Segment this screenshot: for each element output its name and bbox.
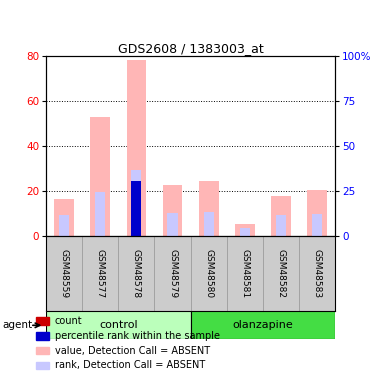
Text: GSM48578: GSM48578 <box>132 249 141 298</box>
Bar <box>154 236 191 311</box>
Text: rank, Detection Call = ABSENT: rank, Detection Call = ABSENT <box>55 360 205 370</box>
Bar <box>95 192 105 236</box>
Bar <box>204 211 214 236</box>
Text: agent: agent <box>2 320 32 330</box>
Bar <box>36 332 49 339</box>
Text: GSM48577: GSM48577 <box>96 249 105 298</box>
Bar <box>131 181 141 236</box>
Bar <box>191 236 227 311</box>
Text: GSM48580: GSM48580 <box>204 249 213 298</box>
Bar <box>276 215 286 236</box>
Bar <box>271 196 291 236</box>
Bar <box>307 190 327 236</box>
Text: percentile rank within the sample: percentile rank within the sample <box>55 331 220 341</box>
Bar <box>36 317 49 325</box>
Bar <box>235 224 254 236</box>
Bar <box>239 228 250 236</box>
Text: count: count <box>55 316 82 326</box>
Text: olanzapine: olanzapine <box>233 320 293 330</box>
Text: control: control <box>99 320 138 330</box>
Text: GSM48579: GSM48579 <box>168 249 177 298</box>
Bar <box>127 60 146 236</box>
Bar <box>82 236 119 311</box>
Bar <box>36 347 49 354</box>
Bar <box>59 215 69 236</box>
Bar <box>36 362 49 369</box>
Bar <box>227 236 263 311</box>
Bar <box>46 236 82 311</box>
Bar <box>199 181 219 236</box>
Bar <box>46 311 191 339</box>
Title: GDS2608 / 1383003_at: GDS2608 / 1383003_at <box>118 42 263 55</box>
Bar <box>119 236 154 311</box>
Bar <box>299 236 335 311</box>
Bar <box>90 117 110 236</box>
Bar <box>162 184 182 236</box>
Bar <box>54 199 74 236</box>
Text: GSM48559: GSM48559 <box>60 249 69 298</box>
Text: GSM48582: GSM48582 <box>276 249 285 298</box>
Bar <box>312 214 322 236</box>
Bar <box>131 170 141 236</box>
Text: value, Detection Call = ABSENT: value, Detection Call = ABSENT <box>55 346 210 355</box>
Bar <box>263 236 299 311</box>
Bar <box>167 213 177 236</box>
Text: GSM48581: GSM48581 <box>240 249 249 298</box>
Text: GSM48583: GSM48583 <box>312 249 321 298</box>
Bar <box>191 311 335 339</box>
